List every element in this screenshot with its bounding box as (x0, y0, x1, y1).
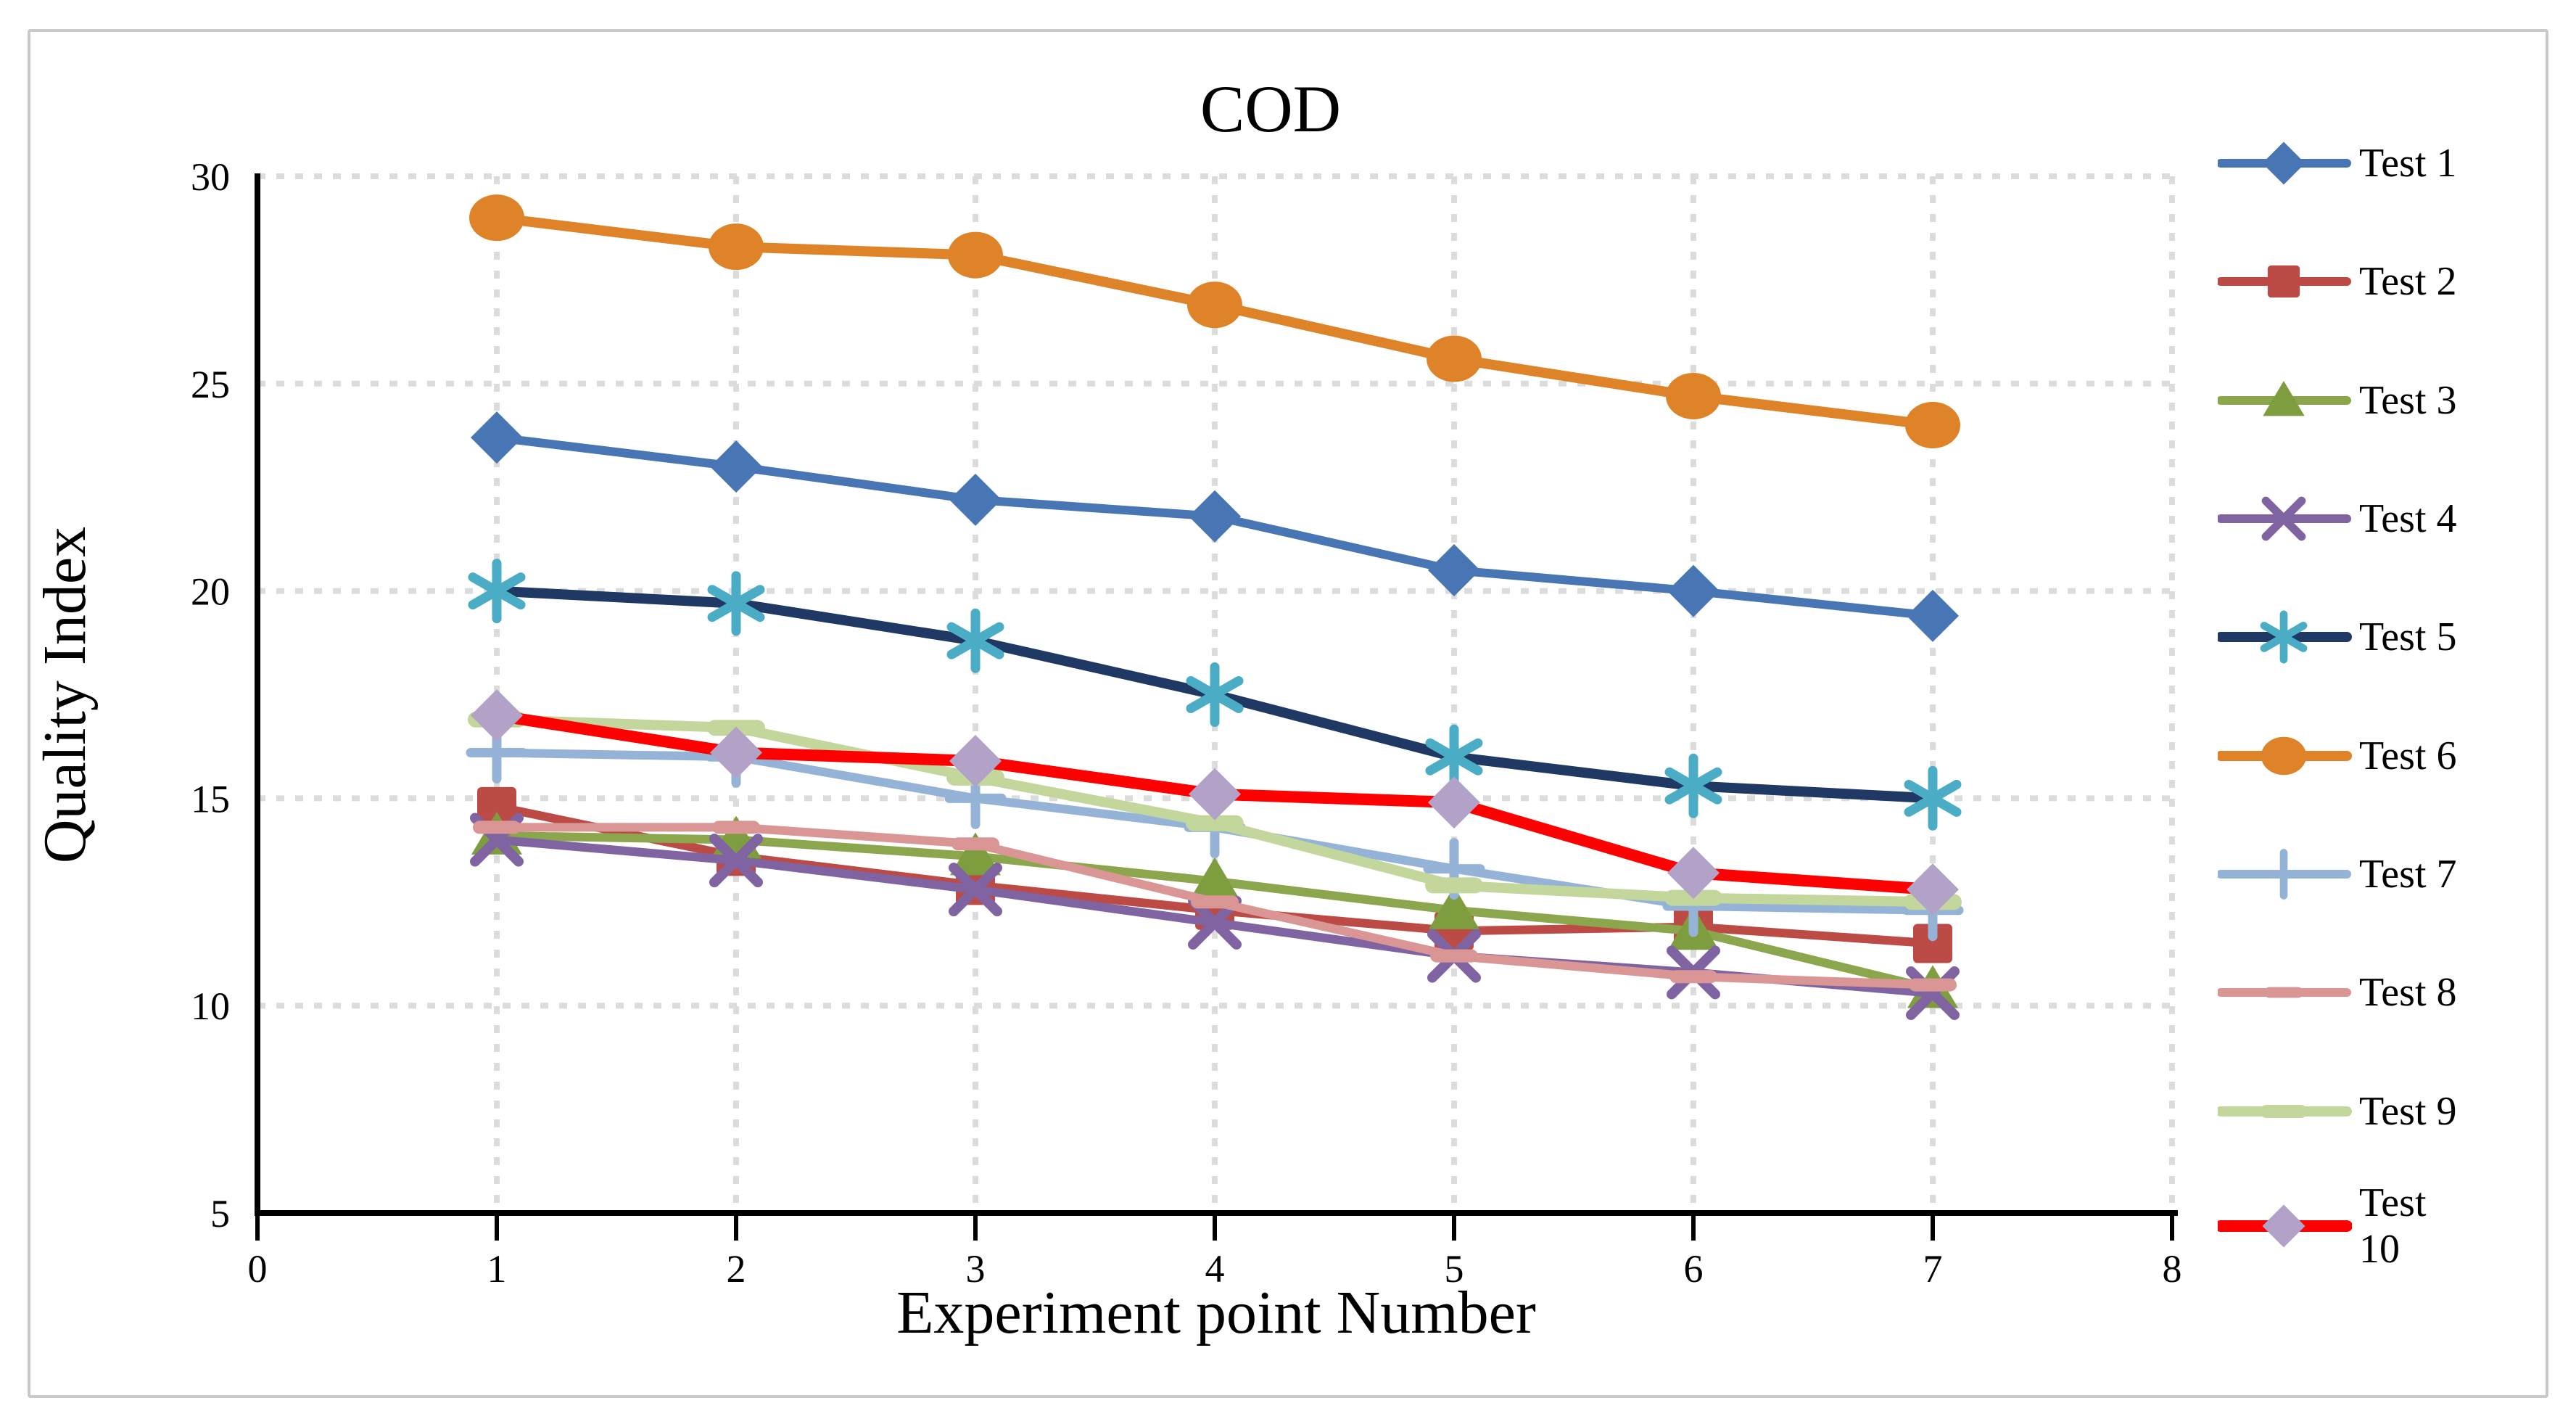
x-tick-label: 8 (2163, 1247, 2182, 1291)
legend-key-asterisk-icon (2218, 610, 2352, 664)
x-tick-label: 2 (727, 1247, 746, 1291)
x-tick-label: 1 (487, 1247, 507, 1291)
legend-item-label: Test 10 (2359, 1180, 2427, 1272)
series-test-5 (468, 559, 1962, 831)
data-point-marker (951, 837, 999, 851)
data-point-marker (1187, 281, 1242, 329)
legend-key-diamond-icon (2218, 141, 2351, 185)
legend-item-test-2: Test 2 (2218, 247, 2457, 316)
x-tick-label: 7 (1923, 1247, 1943, 1291)
data-point-marker (949, 863, 1002, 917)
legend-item-test-5: Test 5 (2218, 602, 2457, 672)
data-point-marker (949, 734, 1002, 787)
data-point-marker (1425, 877, 1483, 894)
legend-key-dash-small-icon (2218, 987, 2351, 998)
legend-key-plus-icon (2218, 849, 2351, 900)
data-point-marker (1667, 564, 1720, 617)
data-point-marker (1666, 372, 1721, 419)
data-point-marker (707, 571, 765, 636)
legend-item-test-9: Test 9 (2218, 1077, 2457, 1146)
x-tick-label: 5 (1445, 1247, 1464, 1291)
legend-item-label: Test 1 (2359, 140, 2457, 186)
data-point-marker (1430, 949, 1478, 963)
data-point-marker (1428, 544, 1480, 597)
y-tick-label: 30 (191, 155, 230, 199)
data-point-marker (469, 194, 524, 242)
legend-item-label: Test 8 (2359, 969, 2457, 1015)
data-point-marker (471, 689, 523, 742)
legend-key-diamond-icon (2218, 1204, 2352, 1248)
series-test-8 (473, 821, 1957, 992)
y-tick-label: 25 (191, 363, 230, 406)
legend-item-test-1: Test 1 (2218, 128, 2457, 198)
legend-key-square-icon (2218, 265, 2351, 298)
legend-item-label: Test 4 (2359, 495, 2457, 541)
data-point-marker (710, 726, 762, 779)
legend-item-test-8: Test 8 (2218, 958, 2457, 1027)
data-point-marker (1907, 589, 1959, 642)
legend-item-label: Test 2 (2359, 258, 2457, 304)
data-point-marker (1669, 970, 1717, 984)
legend-item-test-3: Test 3 (2218, 366, 2457, 435)
data-point-marker (709, 223, 764, 271)
x-tick-label: 0 (248, 1247, 268, 1291)
legend-item-test-7: Test 7 (2218, 839, 2457, 909)
data-point-marker (1186, 662, 1244, 727)
legend-item-label: Test 9 (2359, 1088, 2457, 1134)
data-point-marker (1429, 886, 1479, 929)
legend-item-test-6: Test 6 (2218, 721, 2457, 791)
series-test-1 (471, 411, 1959, 642)
legend-key-xmark-icon (2218, 496, 2351, 541)
data-point-marker (1189, 857, 1240, 900)
data-point-marker (1189, 490, 1241, 543)
x-axis-title: Experiment point Number (896, 1279, 1536, 1346)
data-point-marker (950, 832, 1001, 876)
y-axis-title: Quality Index (31, 526, 99, 864)
y-tick-label: 5 (210, 1192, 230, 1235)
data-point-marker (1427, 335, 1482, 382)
data-point-marker (948, 231, 1003, 279)
legend-item-label: Test 6 (2359, 733, 2457, 778)
series-test-6 (469, 194, 1960, 448)
data-point-marker (471, 411, 523, 464)
data-point-marker (468, 559, 526, 624)
x-tick-label: 6 (1684, 1247, 1704, 1291)
data-point-marker (1913, 924, 1952, 963)
data-point-marker (1905, 401, 1960, 448)
data-point-marker (1189, 768, 1241, 821)
y-tick-label: 20 (191, 570, 230, 614)
x-tick-label: 3 (966, 1247, 986, 1291)
data-point-marker (1904, 765, 1962, 831)
data-point-marker (709, 834, 763, 888)
legend-key-dash-icon (2218, 1104, 2352, 1119)
data-point-marker (710, 440, 762, 493)
data-point-marker (1909, 978, 1957, 992)
legend-key-circle-icon (2218, 736, 2352, 776)
legend-item-label: Test 3 (2359, 377, 2457, 423)
legend-key-triangle-icon (2218, 380, 2351, 416)
legend-item-test-4: Test 4 (2218, 484, 2457, 554)
data-point-marker (1664, 753, 1722, 818)
legend-item-label: Test 5 (2359, 614, 2457, 659)
data-point-marker (949, 473, 1002, 526)
y-tick-label: 10 (191, 984, 230, 1028)
data-point-marker (473, 821, 521, 834)
data-point-marker (1425, 724, 1483, 789)
y-tick-label: 15 (191, 777, 230, 821)
data-point-marker (1667, 847, 1720, 900)
legend-item-test-10: Test 10 (2218, 1175, 2453, 1277)
data-point-marker (946, 608, 1004, 673)
data-point-marker (1428, 776, 1480, 829)
series-test-10 (471, 689, 1959, 916)
data-point-marker (477, 786, 516, 826)
data-point-marker (712, 821, 760, 834)
data-point-marker (1186, 815, 1244, 831)
chart-title: COD (1200, 72, 1342, 146)
chart-legend: Test 1 Test 2 Test 3 Test 4 Test 5 Test 6 Test… (2218, 0, 2566, 1427)
x-tick-label: 4 (1205, 1247, 1225, 1291)
data-point-marker (1191, 895, 1239, 909)
data-point-marker (1907, 863, 1959, 916)
legend-item-label: Test 7 (2359, 851, 2457, 897)
